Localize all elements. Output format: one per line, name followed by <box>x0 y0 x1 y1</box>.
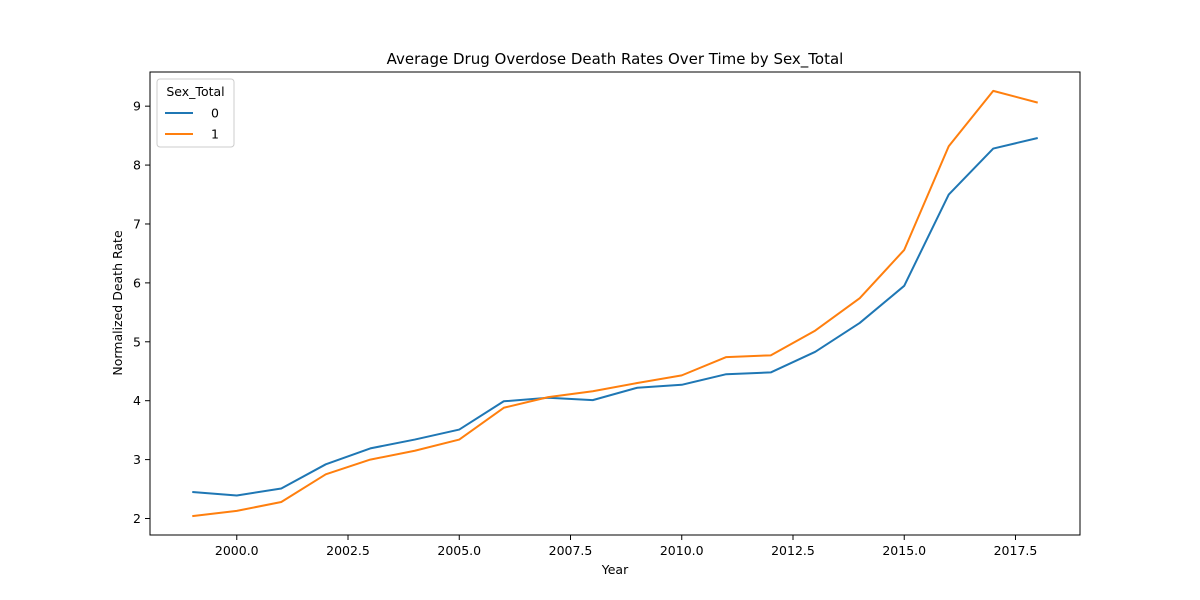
y-tick-label: 8 <box>133 158 141 173</box>
series-line-0 <box>192 136 1038 497</box>
legend-box <box>156 78 235 148</box>
y-tick-label: 5 <box>133 334 141 349</box>
axes-frame <box>149 71 1081 536</box>
legend-title: Sex_Total <box>166 84 224 99</box>
x-tick-label: 2015.0 <box>882 543 926 558</box>
y-tick-label: 2 <box>133 511 141 526</box>
y-axis-label: Normalized Death Rate <box>110 230 125 376</box>
y-tick-label: 7 <box>133 216 141 231</box>
legend: Sex_Total 0 1 <box>156 78 235 148</box>
legend-entry-1: 1 <box>211 127 219 142</box>
x-tick-label: 2017.5 <box>994 543 1038 558</box>
chart-title: Average Drug Overdose Death Rates Over T… <box>387 50 844 69</box>
x-tick-label: 2002.5 <box>326 543 370 558</box>
x-tick-label: 2012.5 <box>771 543 815 558</box>
legend-entry-0: 0 <box>211 106 219 121</box>
y-tick-label: 6 <box>133 275 141 290</box>
x-tick-label: 2000.0 <box>215 543 259 558</box>
y-tick-label: 3 <box>133 452 141 467</box>
y-tick-label: 4 <box>133 393 141 408</box>
series-line-1 <box>192 89 1038 518</box>
plot-area: 2000.0 2002.5 2005.0 2007.5 2010.0 2012.5 2015… <box>133 71 1081 558</box>
x-tick-label: 2007.5 <box>549 543 593 558</box>
y-tick-label: 9 <box>133 99 141 114</box>
x-tick-label: 2005.0 <box>437 543 481 558</box>
x-axis-label: Year <box>601 562 629 577</box>
x-tick-label: 2010.0 <box>660 543 704 558</box>
